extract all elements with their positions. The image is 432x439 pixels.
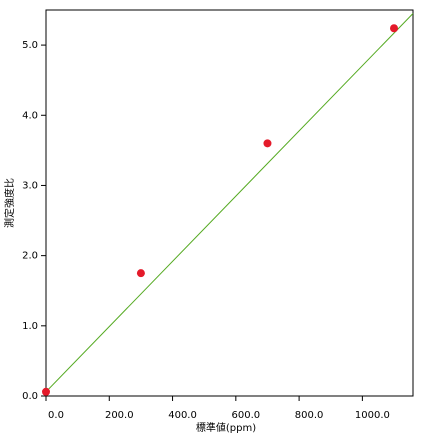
x-tick-label: 200.0	[105, 410, 134, 421]
data-point	[136, 269, 145, 278]
x-axis-label: 標準値(ppm)	[196, 421, 256, 434]
y-tick-label: 2.0	[22, 251, 38, 262]
x-tick-label: 800.0	[295, 410, 324, 421]
x-tick-label: 400.0	[168, 410, 197, 421]
y-tick-label: 5.0	[22, 40, 38, 51]
y-tick-label: 3.0	[22, 180, 38, 191]
fit-line	[45, 13, 414, 393]
x-tick-label: 0.0	[48, 410, 64, 421]
y-tick-label: 4.0	[22, 110, 38, 121]
data-point	[390, 24, 399, 33]
x-tick-label: 600.0	[232, 410, 261, 421]
x-tick-label: 1000.0	[355, 410, 390, 421]
y-tick-label: 1.0	[22, 321, 38, 332]
data-point	[42, 387, 50, 396]
plot-frame	[45, 9, 414, 397]
y-axis-label: 測定強度比	[3, 178, 16, 228]
data-point	[263, 139, 272, 148]
y-tick-label: 0.0	[22, 391, 38, 402]
